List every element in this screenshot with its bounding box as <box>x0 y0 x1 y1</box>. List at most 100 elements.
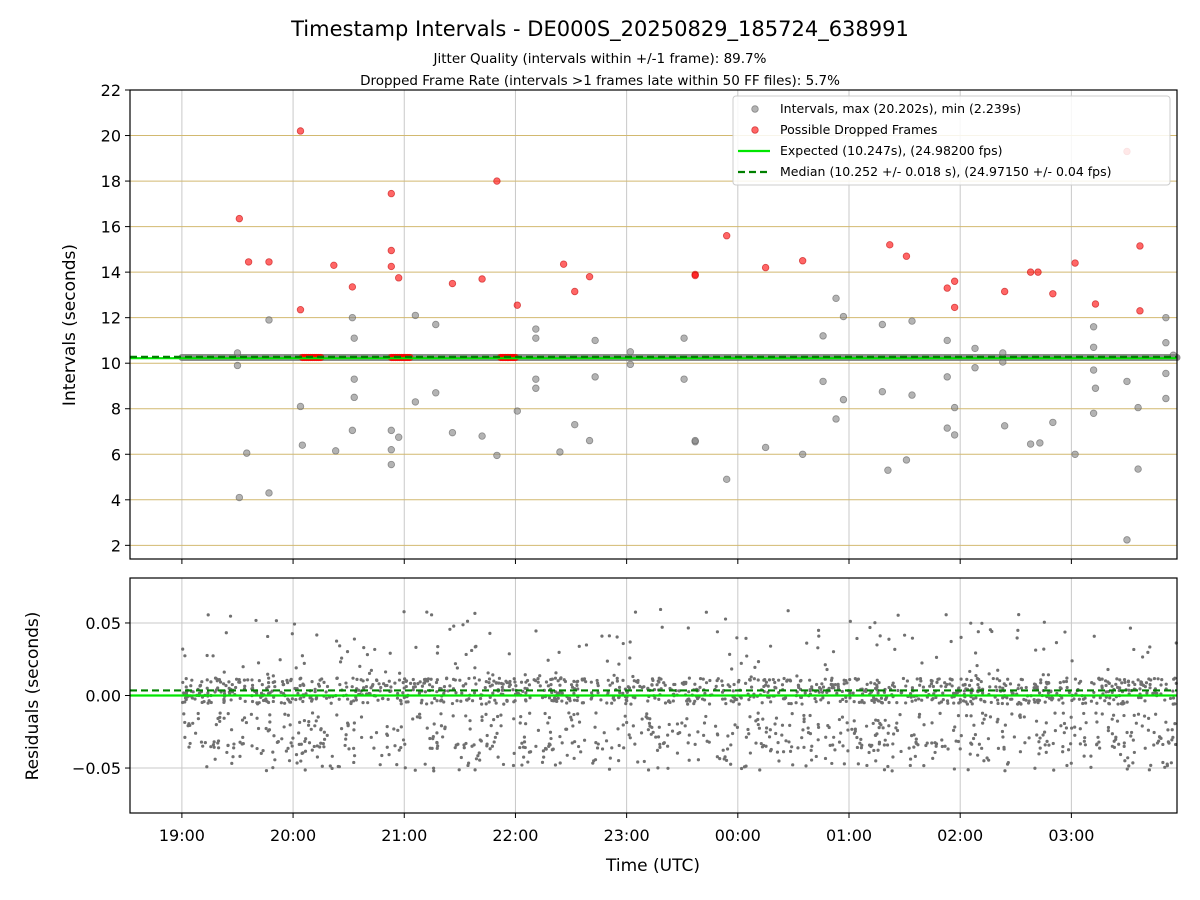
residual-point <box>994 685 998 689</box>
residual-point <box>827 725 831 730</box>
residual-point <box>182 712 186 716</box>
residual-point <box>467 697 471 701</box>
residual-point <box>431 737 435 741</box>
residual-point <box>672 682 676 687</box>
residual-point <box>377 682 381 686</box>
residual-point <box>524 680 528 684</box>
residual-point <box>662 681 666 685</box>
residual-point <box>608 756 612 760</box>
residual-point <box>698 676 703 681</box>
residual-point <box>982 759 986 763</box>
residual-point <box>835 691 839 695</box>
residual-point <box>211 654 215 658</box>
residual-point <box>347 747 351 751</box>
residual-point <box>982 717 986 721</box>
residual-point <box>1062 731 1066 735</box>
residual-point <box>748 715 752 719</box>
residual-point <box>1129 734 1133 738</box>
residual-point <box>464 741 468 746</box>
residual-point <box>461 684 465 688</box>
bottom-y-ticks: −0.05 0.00 0.05 <box>72 614 130 778</box>
residual-point <box>1136 695 1141 700</box>
residual-point <box>1120 702 1125 706</box>
residual-point <box>425 702 429 706</box>
residual-point <box>439 712 443 716</box>
residual-point <box>362 686 366 690</box>
residual-point <box>766 684 770 688</box>
residual-point <box>1125 730 1129 735</box>
residual-point <box>250 683 255 687</box>
residual-point <box>302 661 306 665</box>
residual-point <box>831 650 836 654</box>
residual-point <box>825 667 829 672</box>
residual-point <box>883 718 887 722</box>
residual-point <box>655 683 659 687</box>
residual-point <box>1166 728 1170 732</box>
bottom-y-tick-label: −0.05 <box>72 759 121 778</box>
residual-point <box>488 747 492 751</box>
residual-point <box>1064 726 1069 730</box>
residual-point <box>723 617 728 621</box>
residual-point <box>891 742 895 746</box>
residual-point <box>971 736 976 741</box>
interval-point <box>1091 384 1100 392</box>
residual-point <box>414 645 418 649</box>
residual-point <box>565 701 569 705</box>
residual-point <box>221 682 226 686</box>
residual-point <box>782 676 786 681</box>
residual-point <box>1016 686 1020 691</box>
residual-point <box>1098 746 1102 750</box>
residual-point <box>1034 648 1038 652</box>
residual-point <box>769 747 773 752</box>
residual-point <box>411 677 415 682</box>
residual-point <box>895 700 899 705</box>
residual-point <box>768 728 772 732</box>
residual-point <box>499 681 504 686</box>
residual-point <box>580 701 584 705</box>
residual-point <box>831 683 835 687</box>
residual-point <box>512 700 516 704</box>
residual-point <box>969 691 973 695</box>
residual-point <box>869 681 873 685</box>
residual-point <box>1110 732 1114 736</box>
residual-point <box>1106 667 1110 672</box>
residual-point <box>1058 681 1062 685</box>
residual-point <box>852 700 856 704</box>
residual-point <box>232 746 236 750</box>
interval-point <box>908 317 916 325</box>
residual-point <box>806 726 810 730</box>
residual-point <box>733 723 737 727</box>
residual-point <box>502 702 506 706</box>
residual-point <box>874 718 878 722</box>
residual-point <box>1065 763 1069 768</box>
residual-point <box>477 678 481 682</box>
residual-point <box>827 686 831 690</box>
residual-point <box>470 648 474 653</box>
residual-point <box>981 721 985 725</box>
residual-point <box>328 764 332 768</box>
residual-point <box>820 682 824 686</box>
residual-point <box>762 743 766 748</box>
interval-point <box>432 320 440 329</box>
residual-point <box>767 678 772 682</box>
residual-point <box>1027 736 1031 740</box>
residual-point <box>621 723 625 727</box>
residual-point <box>1154 712 1158 716</box>
residual-point <box>658 742 662 746</box>
residual-point <box>667 722 671 727</box>
residual-point <box>404 679 409 683</box>
residual-point <box>984 713 988 717</box>
residual-point <box>935 680 939 684</box>
residual-point <box>1018 713 1022 717</box>
residual-point <box>645 712 649 716</box>
residual-point <box>896 688 900 693</box>
residual-point <box>707 702 712 706</box>
residual-point <box>1149 763 1153 767</box>
residual-point <box>480 715 484 719</box>
residual-point <box>494 701 498 705</box>
residual-point <box>879 696 884 700</box>
residual-point <box>344 733 348 737</box>
legend-box <box>732 95 1171 186</box>
residual-point <box>552 696 557 700</box>
residual-point <box>876 691 880 695</box>
